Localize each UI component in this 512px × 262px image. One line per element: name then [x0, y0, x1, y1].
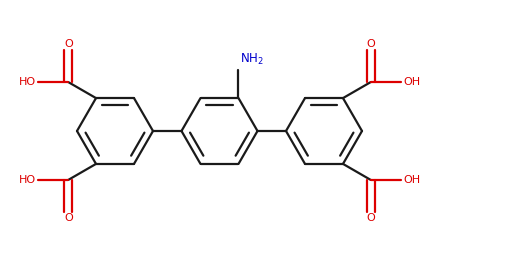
Text: OH: OH: [403, 77, 420, 87]
Text: O: O: [367, 39, 375, 49]
Text: HO: HO: [19, 175, 36, 185]
Text: HO: HO: [19, 77, 36, 87]
Text: O: O: [64, 39, 73, 49]
Text: O: O: [64, 213, 73, 223]
Text: OH: OH: [403, 175, 420, 185]
Text: O: O: [367, 213, 375, 223]
Text: NH$_2$: NH$_2$: [241, 52, 264, 67]
